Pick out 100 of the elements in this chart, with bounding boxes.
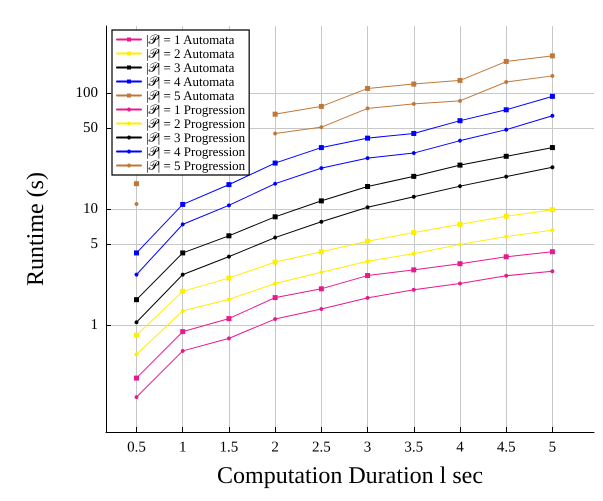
point — [412, 288, 416, 292]
point — [134, 376, 139, 381]
point — [180, 329, 186, 334]
legend-label: |𝒫| = 1 Progression — [146, 102, 246, 117]
y-tick-label: 5 — [90, 236, 98, 252]
point — [273, 281, 278, 286]
x-tick-label: 4.5 — [496, 440, 516, 456]
point — [550, 74, 554, 78]
point — [319, 125, 324, 130]
legend-label: |𝒫| = 3 Progression — [146, 130, 246, 145]
point — [272, 260, 278, 265]
point — [550, 249, 555, 254]
x-tick-label: 1.5 — [220, 440, 238, 456]
point — [365, 136, 370, 141]
point — [319, 220, 324, 224]
point — [226, 316, 232, 322]
point — [458, 138, 462, 143]
point — [457, 261, 462, 266]
point — [319, 166, 324, 170]
x-tick-label: 5 — [548, 440, 556, 456]
point — [318, 104, 324, 109]
point — [134, 332, 139, 338]
point — [504, 254, 509, 260]
point — [458, 98, 462, 103]
point — [318, 286, 324, 292]
y-tick-label: 100 — [76, 85, 98, 102]
legend-label: |𝒫| = 2 Automata — [146, 46, 235, 61]
point — [134, 202, 138, 206]
x-tick-label: 1 — [178, 440, 186, 456]
point — [134, 181, 139, 186]
point — [504, 234, 508, 239]
point — [180, 272, 185, 277]
point — [366, 296, 370, 300]
y-tick-label: 1 — [90, 317, 98, 334]
point — [504, 174, 508, 179]
y-axis-title: Runtime (s) — [23, 172, 49, 286]
x-tick-label: 2.5 — [312, 440, 331, 456]
point — [319, 270, 324, 274]
point — [504, 107, 509, 112]
point — [550, 53, 555, 58]
point — [272, 295, 278, 300]
point — [272, 160, 278, 166]
point — [412, 252, 416, 256]
point — [365, 86, 370, 91]
point — [272, 112, 278, 117]
point — [134, 320, 138, 324]
point — [504, 214, 509, 219]
point — [365, 273, 370, 278]
legend-label: |𝒫| = 2 Progression — [146, 116, 246, 131]
point — [180, 308, 185, 313]
legend-label: |𝒫| = 5 Automata — [146, 88, 235, 103]
x-tick-label: 4 — [456, 440, 464, 456]
point — [134, 395, 138, 400]
point — [226, 182, 232, 188]
point — [550, 269, 554, 274]
point — [272, 214, 278, 220]
point — [550, 228, 554, 232]
point — [550, 145, 555, 150]
point — [226, 276, 232, 281]
point — [365, 238, 370, 244]
point — [273, 236, 278, 240]
x-tick-label: 2 — [271, 440, 279, 456]
point — [365, 184, 370, 190]
point — [319, 306, 324, 311]
point — [366, 156, 370, 160]
point — [318, 145, 324, 150]
legend-label: |𝒫| = 4 Automata — [146, 74, 235, 89]
point — [273, 182, 278, 186]
point — [411, 82, 416, 87]
point — [226, 297, 231, 302]
point — [457, 118, 462, 124]
point — [366, 205, 370, 210]
point — [504, 274, 508, 278]
point — [226, 254, 231, 259]
point — [226, 203, 231, 208]
y-tick-label: 50 — [83, 120, 98, 136]
x-tick-label: 3 — [364, 440, 372, 456]
point — [457, 222, 462, 227]
point — [550, 207, 555, 212]
point — [180, 202, 186, 207]
point — [411, 130, 416, 136]
point — [366, 106, 370, 110]
point — [318, 249, 324, 254]
point — [226, 336, 231, 340]
point — [134, 250, 139, 256]
point — [458, 281, 462, 286]
legend-label: |𝒫| = 1 Automata — [146, 32, 235, 47]
point — [412, 194, 416, 199]
point — [134, 352, 138, 356]
point — [180, 250, 186, 256]
point — [550, 114, 554, 118]
point — [273, 317, 278, 322]
point — [134, 272, 138, 277]
point — [412, 151, 416, 156]
point — [180, 348, 185, 353]
point — [550, 165, 554, 170]
point — [504, 154, 509, 159]
point — [411, 230, 416, 235]
x-axis-title: Computation Duration l sec — [217, 463, 483, 489]
legend-label: |𝒫| = 4 Progression — [146, 144, 246, 159]
